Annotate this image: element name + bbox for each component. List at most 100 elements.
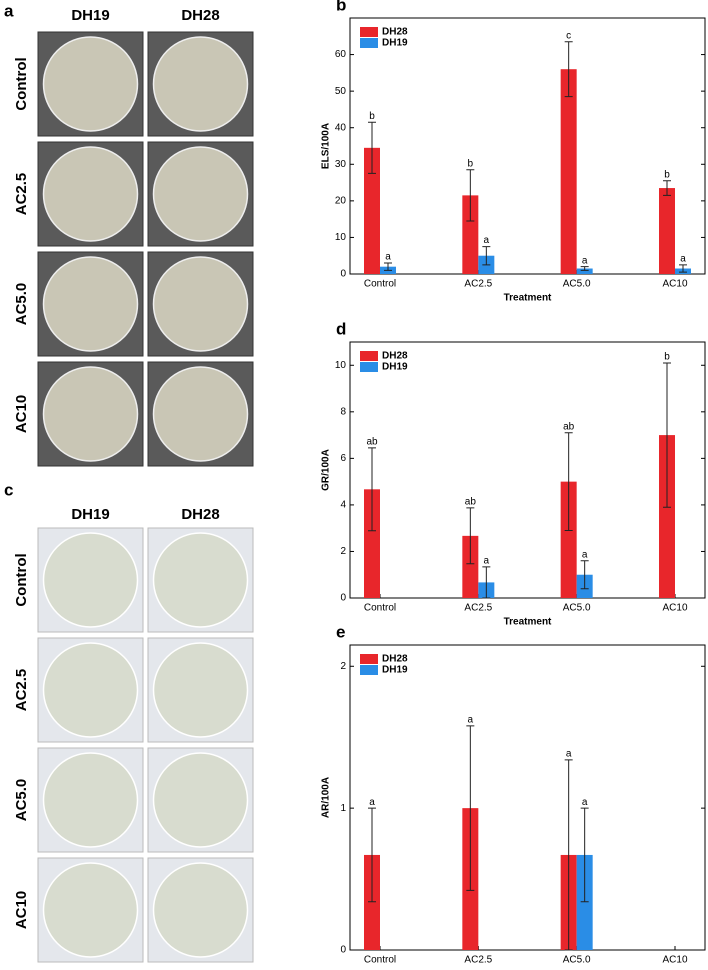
y-tick-label: 40	[335, 122, 347, 133]
bar	[364, 147, 380, 274]
error-bar	[482, 566, 491, 599]
x-tick-label: Control	[364, 955, 396, 965]
legend-swatch	[360, 38, 378, 48]
error-bar	[564, 759, 573, 951]
legend-label: DH28	[382, 654, 408, 665]
significance-letter: a	[680, 253, 686, 264]
y-axis-label: AR/100A	[321, 777, 332, 818]
significance-letter: b	[369, 111, 375, 122]
legend-swatch	[360, 27, 378, 37]
y-tick-label: 20	[335, 195, 347, 206]
error-bar	[466, 169, 475, 222]
x-tick-label: AC5.0	[563, 279, 591, 290]
error-bar	[384, 262, 392, 271]
row-label: AC10	[13, 891, 30, 929]
significance-letter: a	[484, 555, 490, 566]
y-axis-label: ELS/100A	[321, 123, 332, 169]
legend-swatch	[360, 351, 378, 361]
error-bar	[564, 432, 573, 532]
row-label: AC10	[13, 395, 30, 433]
x-tick-label: Control	[364, 603, 396, 614]
petri-dish	[152, 366, 249, 462]
bar	[462, 535, 479, 598]
y-tick-label: 0	[340, 945, 346, 956]
legend-swatch	[360, 654, 378, 664]
y-tick-label: 0	[340, 593, 346, 604]
column-label: DH28	[181, 7, 219, 24]
bar	[659, 188, 675, 274]
petri-dish	[152, 642, 249, 738]
significance-letter: b	[664, 169, 670, 180]
y-tick-label: 4	[340, 500, 346, 511]
y-tick-label: 60	[335, 49, 347, 60]
bar	[462, 195, 479, 274]
column-label: DH19	[71, 7, 109, 24]
column-label: DH19	[71, 506, 109, 523]
plot-frame	[349, 341, 706, 599]
error-bar	[663, 362, 671, 508]
significance-letter: ab	[563, 421, 575, 432]
bar	[560, 69, 577, 274]
significance-letter: a	[369, 797, 375, 808]
x-tick-label: AC10	[662, 955, 687, 965]
error-bar	[580, 807, 589, 903]
error-bar	[564, 41, 573, 98]
row-label: AC2.5	[13, 669, 30, 712]
row-label: Control	[13, 57, 30, 110]
legend-label: DH19	[382, 362, 408, 373]
x-axis-label: Treatment	[504, 617, 552, 628]
bar	[659, 435, 675, 598]
x-tick-label: AC2.5	[464, 955, 492, 965]
petri-dish	[42, 366, 139, 462]
petri-dish	[42, 752, 139, 848]
y-tick-label: 0	[340, 269, 346, 280]
x-tick-label: AC5.0	[563, 603, 591, 614]
row-label: AC2.5	[13, 173, 30, 216]
petri-dish	[152, 532, 249, 628]
error-bar	[368, 807, 376, 903]
significance-letter: ab	[366, 437, 378, 448]
panel-label: d	[336, 319, 346, 338]
panel-label: a	[4, 1, 14, 20]
significance-letter: a	[582, 549, 588, 560]
y-tick-label: 2	[340, 546, 346, 557]
legend-label: DH28	[382, 27, 408, 38]
row-label: AC5.0	[13, 283, 30, 326]
legend-swatch	[360, 362, 378, 372]
y-tick-label: 30	[335, 159, 347, 170]
petri-dish	[42, 862, 139, 958]
x-tick-label: AC10	[662, 279, 687, 290]
y-tick-label: 10	[335, 232, 347, 243]
legend-swatch	[360, 665, 378, 675]
y-tick-label: 10	[335, 360, 347, 371]
petri-dish	[152, 36, 249, 132]
petri-dish	[42, 146, 139, 242]
y-axis-label: GR/100A	[321, 449, 332, 491]
significance-letter: a	[582, 797, 588, 808]
legend-label: DH28	[382, 351, 408, 362]
x-tick-label: AC2.5	[464, 279, 492, 290]
petri-dish	[42, 256, 139, 352]
error-bar	[580, 266, 589, 271]
plot-frame	[349, 17, 706, 275]
y-tick-label: 50	[335, 86, 347, 97]
bar	[576, 854, 593, 950]
bar	[364, 854, 380, 950]
column-label: DH28	[181, 506, 219, 523]
error-bar	[482, 246, 491, 266]
significance-letter: b	[664, 352, 670, 363]
significance-letter: a	[385, 252, 391, 263]
petri-dish	[42, 532, 139, 628]
error-bar	[466, 507, 475, 565]
significance-letter: a	[468, 715, 474, 726]
y-tick-label: 1	[340, 803, 346, 814]
petri-dish	[42, 642, 139, 738]
panel-label: e	[336, 622, 345, 641]
petri-dish	[152, 256, 249, 352]
x-tick-label: AC10	[662, 603, 687, 614]
panel-label: c	[4, 480, 13, 499]
x-axis-label: Treatment	[504, 293, 552, 304]
error-bar	[368, 121, 376, 174]
petri-dish	[152, 862, 249, 958]
